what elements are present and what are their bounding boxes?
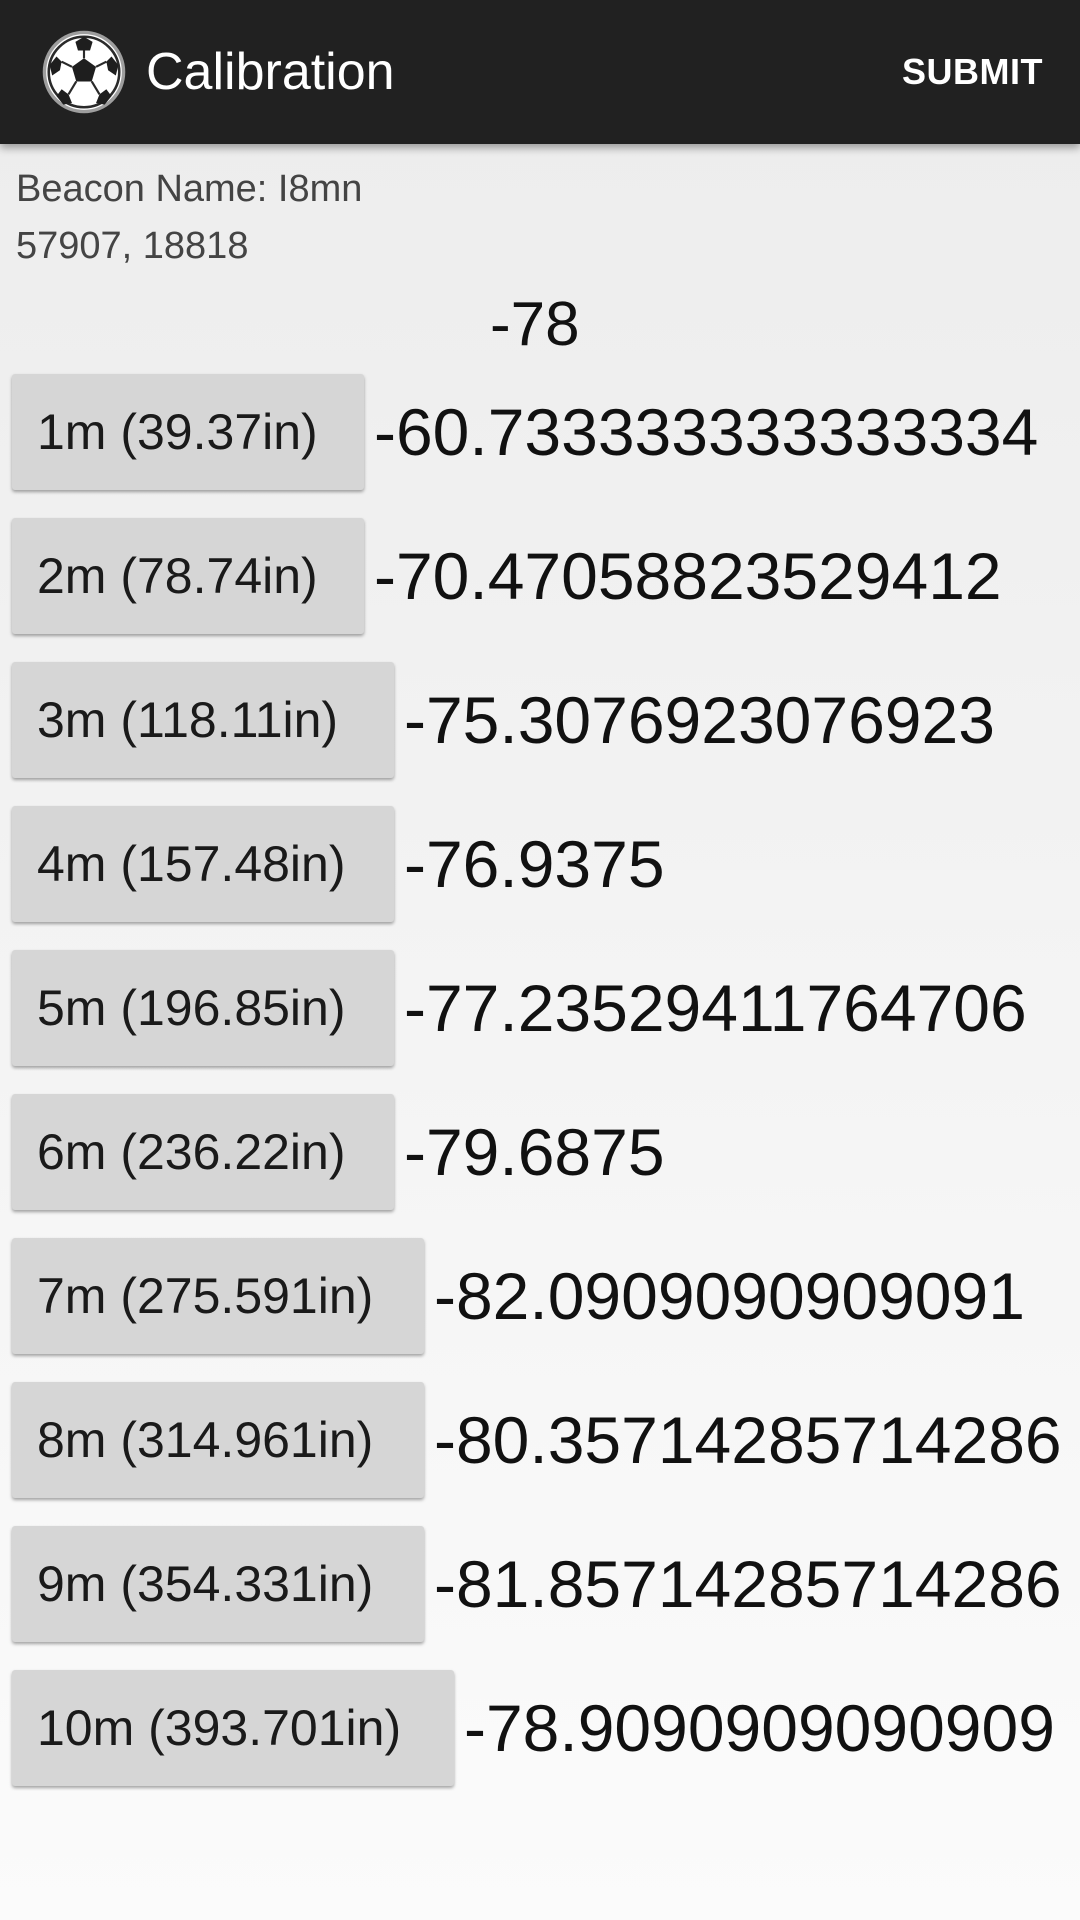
distance-button-4m[interactable]: 4m (157.48in) bbox=[12, 806, 394, 922]
distance-button-10m[interactable]: 10m (393.701in) bbox=[12, 1670, 454, 1786]
soccer-ball-icon bbox=[42, 30, 126, 114]
distance-button-5m[interactable]: 5m (196.85in) bbox=[12, 950, 394, 1066]
app-title: Calibration bbox=[146, 43, 395, 101]
rssi-average: -76.9375 bbox=[404, 827, 665, 901]
distance-button-2m[interactable]: 2m (78.74in) bbox=[12, 518, 364, 634]
distance-button-7m[interactable]: 7m (275.591in) bbox=[12, 1238, 424, 1354]
rssi-average: -80.35714285714286 bbox=[434, 1403, 1062, 1477]
beacon-name: Beacon Name: I8mn bbox=[16, 168, 363, 210]
rssi-average: -70.47058823529412 bbox=[374, 539, 1002, 613]
rssi-average: -78.9090909090909 bbox=[464, 1691, 1055, 1765]
rssi-average: -82.0909090909091 bbox=[434, 1259, 1025, 1333]
distance-button-1m[interactable]: 1m (39.37in) bbox=[12, 374, 364, 490]
rssi-average: -81.85714285714286 bbox=[434, 1547, 1062, 1621]
distance-button-3m[interactable]: 3m (118.11in) bbox=[12, 662, 394, 778]
rssi-average: -79.6875 bbox=[404, 1115, 665, 1189]
distance-button-6m[interactable]: 6m (236.22in) bbox=[12, 1094, 394, 1210]
app-bar: Calibration SUBMIT bbox=[0, 0, 1080, 144]
rssi-average: -60.733333333333334 bbox=[374, 395, 1039, 469]
current-rssi-reading: -78 bbox=[490, 290, 580, 359]
submit-button[interactable]: SUBMIT bbox=[902, 51, 1043, 92]
distance-button-9m[interactable]: 9m (354.331in) bbox=[12, 1526, 424, 1642]
rssi-average: -77.23529411764706 bbox=[404, 971, 1027, 1045]
rssi-average: -75.3076923076923 bbox=[404, 683, 995, 757]
beacon-ids: 57907, 18818 bbox=[16, 225, 249, 267]
distance-button-8m[interactable]: 8m (314.961in) bbox=[12, 1382, 424, 1498]
